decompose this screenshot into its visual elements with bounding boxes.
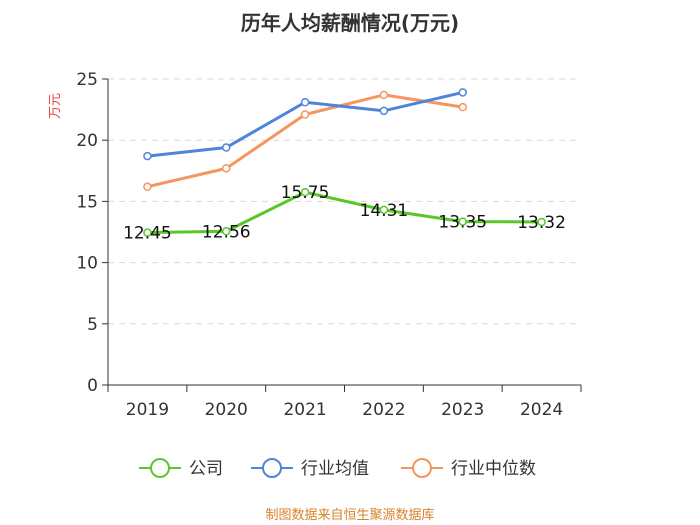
y-tick-label-20: 20 <box>76 131 98 151</box>
axes: 0 5 10 15 20 25 2019 2020 2021 2022 2023 2024 <box>76 70 582 420</box>
y-tick-label-5: 5 <box>87 315 98 335</box>
series-line-0 <box>147 190 542 235</box>
data-labels: 12.45 12.56 15.75 14.31 13.35 13.32 <box>123 183 566 243</box>
data-label-2020: 12.56 <box>202 222 251 242</box>
point-2-2023 <box>458 102 467 112</box>
x-tick-label-2024: 2024 <box>520 400 563 420</box>
series-line-2 <box>147 93 463 189</box>
x-tick-label-2023: 2023 <box>441 400 484 420</box>
source-note: 制图数据来自恒生聚源数据库 <box>265 507 434 523</box>
x-tick-label-2019: 2019 <box>126 400 169 420</box>
point-1-2021 <box>300 98 310 107</box>
legend-marker-2 <box>412 458 432 478</box>
legend-marker-1 <box>262 458 282 478</box>
legend[interactable]: 公司 行业均值 行业中位数 <box>139 458 536 479</box>
point-0-2022 <box>379 205 389 215</box>
y-tick-label-10: 10 <box>76 254 98 274</box>
data-label-2024: 13.32 <box>517 213 566 233</box>
point-2-2022 <box>379 90 389 100</box>
series-2 <box>143 90 467 191</box>
y-tick-label-25: 25 <box>76 70 98 90</box>
data-label-2019: 12.45 <box>123 224 172 244</box>
point-1-2022 <box>379 106 389 116</box>
legend-label-0: 公司 <box>189 459 223 479</box>
point-2-2021 <box>300 110 310 119</box>
x-tick-label-2022: 2022 <box>362 400 405 420</box>
y-axis-label: 万元 <box>48 93 63 119</box>
data-label-2022: 14.31 <box>360 201 409 221</box>
chart-title: 历年人均薪酬情况(万元) <box>241 11 459 35</box>
y-tick-label-0: 0 <box>87 376 98 396</box>
data-label-2021: 15.75 <box>281 183 330 203</box>
series-0 <box>143 187 546 237</box>
series-layer <box>143 88 546 237</box>
point-1-2023 <box>458 88 467 97</box>
point-1-2020 <box>222 143 231 152</box>
point-2-2019 <box>143 182 152 191</box>
legend-label-2: 行业中位数 <box>451 459 536 479</box>
x-tick-label-2021: 2021 <box>283 400 326 420</box>
point-2-2020 <box>222 164 231 173</box>
legend-marker-0 <box>150 458 170 478</box>
data-label-2023: 13.35 <box>438 213 487 233</box>
y-tick-label-15: 15 <box>76 192 98 212</box>
point-0-2024 <box>537 217 546 227</box>
legend-item-1[interactable]: 行业均值 <box>251 458 369 479</box>
point-0-2020 <box>222 227 231 236</box>
legend-item-0[interactable]: 公司 <box>139 458 223 479</box>
point-1-2019 <box>143 151 152 161</box>
series-1 <box>143 88 467 161</box>
legend-label-1: 行业均值 <box>301 459 369 479</box>
point-0-2023 <box>458 217 467 226</box>
point-0-2021 <box>300 187 310 197</box>
legend-item-2[interactable]: 行业中位数 <box>401 458 536 479</box>
x-tick-label-2020: 2020 <box>205 400 248 420</box>
point-0-2019 <box>143 228 152 237</box>
